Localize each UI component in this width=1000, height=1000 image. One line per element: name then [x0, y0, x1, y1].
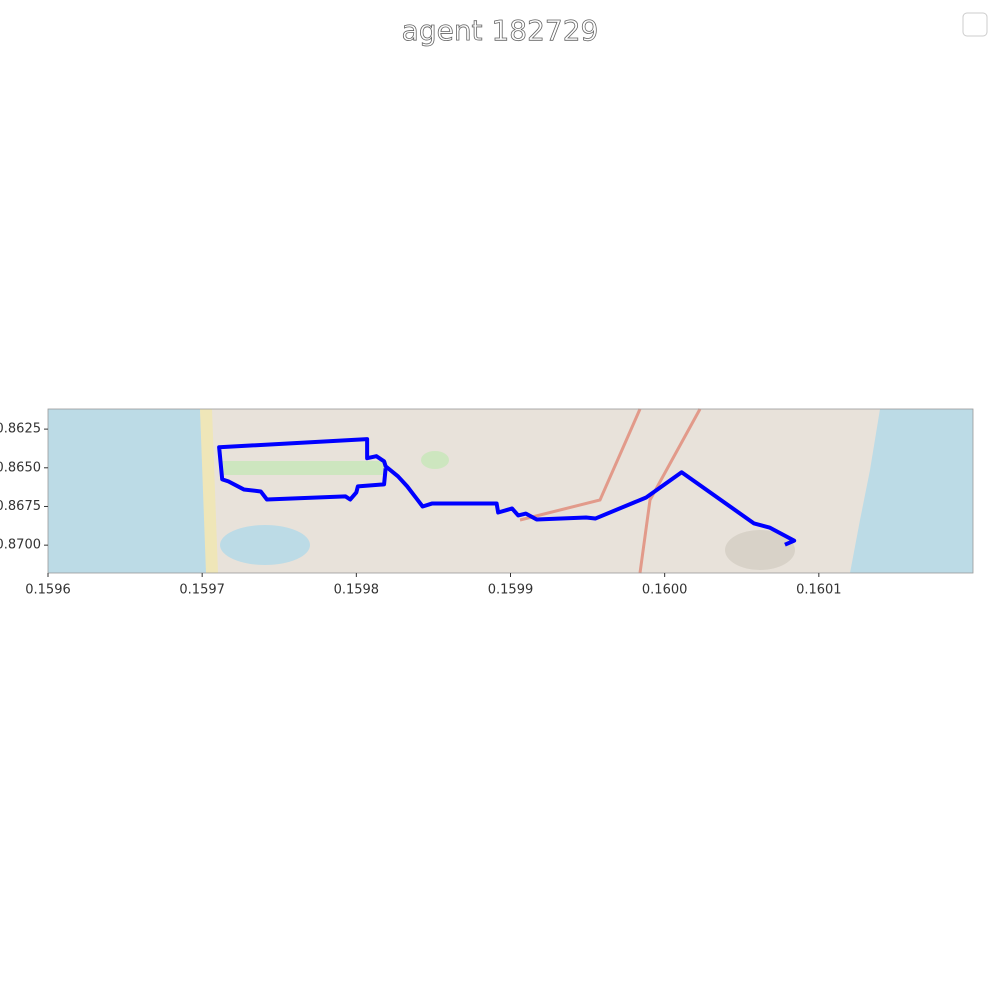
highway — [519, 408, 702, 574]
x-tick-label: 0.1601 — [796, 583, 842, 598]
x-tick-label: 0.1598 — [334, 583, 380, 598]
park — [222, 461, 387, 475]
legend-box — [962, 12, 988, 37]
x-tick-label: 0.1596 — [25, 583, 71, 598]
park — [421, 451, 449, 469]
chart-title: agent 182729 — [402, 14, 599, 47]
x-tick-label: 0.1599 — [488, 583, 534, 598]
x-tick-label: 0.1597 — [179, 583, 225, 598]
land — [200, 409, 880, 573]
lake — [220, 525, 310, 565]
trajectory — [217, 437, 797, 547]
y-tick-label: 0.8650 — [0, 460, 41, 475]
y-tick-label: 0.8625 — [0, 422, 41, 437]
x-tick-label: 0.1600 — [642, 583, 688, 598]
y-tick-label: 0.8675 — [0, 499, 41, 514]
basemap — [48, 408, 973, 574]
y-tick-label: 0.8700 — [0, 538, 41, 553]
industrial — [725, 530, 795, 570]
beach — [200, 409, 218, 573]
